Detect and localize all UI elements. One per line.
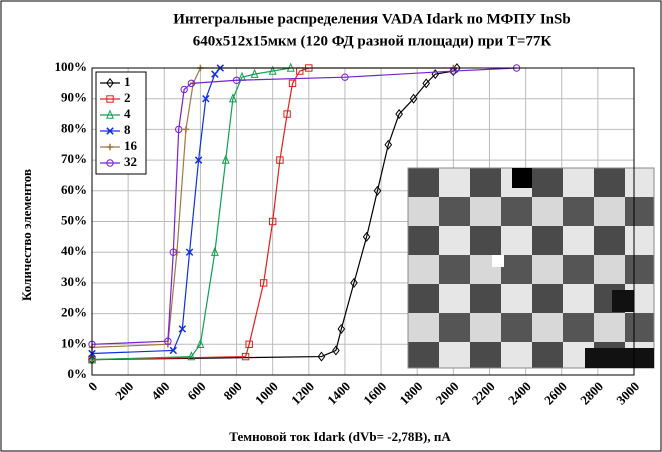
legend-label: 16 (124, 138, 138, 153)
legend-label: 2 (124, 90, 131, 105)
y-tick-label: 90% (61, 90, 87, 105)
chart: Интегральные распределения VADA Idark по… (0, 0, 662, 452)
y-tick-label: 30% (61, 274, 87, 289)
chart-subtitle: 640x512x15мкм (120 ФД разной площади) пр… (193, 33, 552, 49)
y-tick-label: 80% (61, 120, 87, 135)
legend-label: 1 (124, 74, 131, 89)
chart-title: Интегральные распределения VADA Idark по… (173, 11, 570, 27)
y-tick-label: 20% (61, 305, 87, 320)
y-axis-label: Количество элементов (19, 169, 34, 301)
legend-label: 4 (124, 106, 131, 121)
y-tick-label: 50% (61, 212, 87, 227)
legend-label: 32 (124, 154, 137, 169)
y-tick-label: 60% (61, 182, 87, 197)
y-tick-label: 10% (61, 335, 87, 350)
x-axis-label: Темновой ток Idark (dVb= -2,78В), пА (229, 429, 451, 444)
legend-box (96, 72, 146, 174)
y-tick-label: 40% (61, 243, 87, 258)
y-tick-label: 0% (68, 366, 88, 381)
inset-image (408, 168, 654, 368)
legend-label: 8 (124, 122, 131, 137)
y-tick-label: 100% (55, 59, 88, 74)
y-tick-label: 70% (61, 151, 87, 166)
